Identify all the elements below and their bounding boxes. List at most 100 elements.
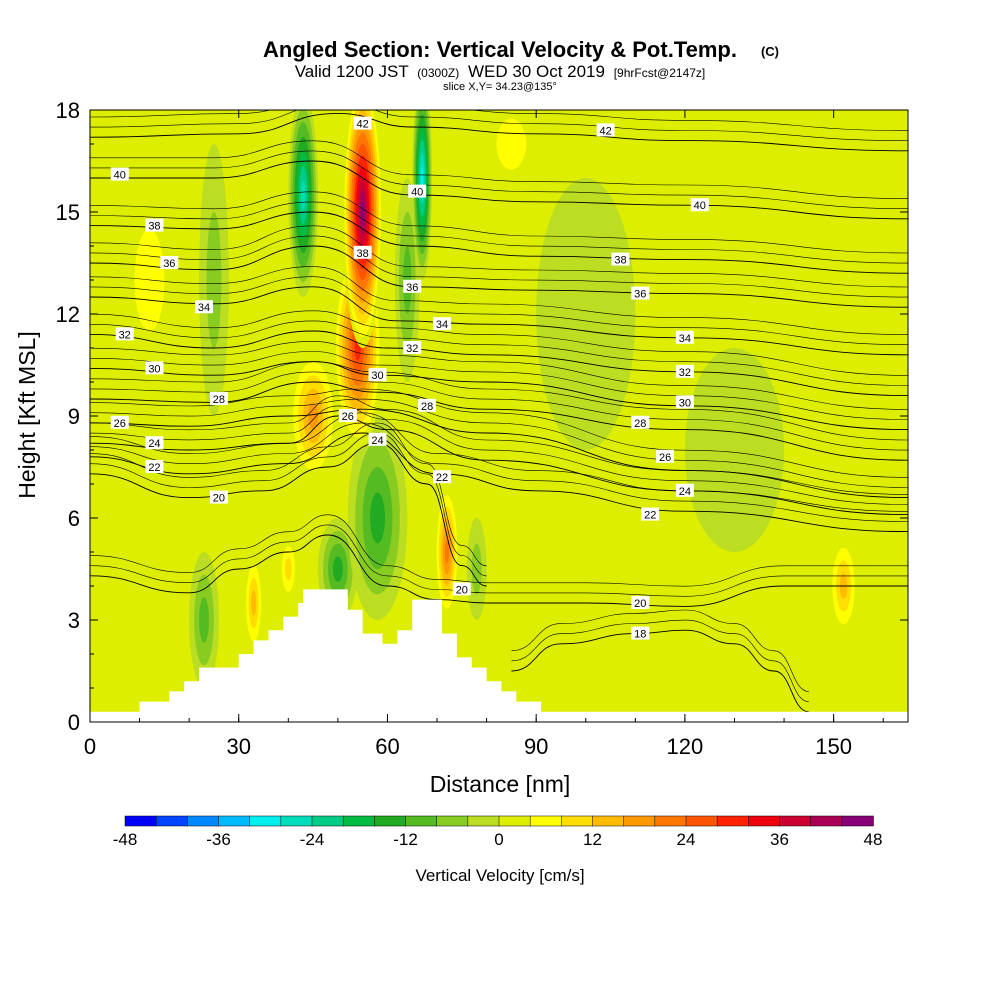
contour-theta-40	[90, 160, 908, 220]
chart-subtitle: Valid 1200 JST (0300Z) WED 30 Oct 2019 […	[295, 62, 706, 81]
contour-label: 26	[656, 449, 675, 464]
contour-label-box	[209, 392, 228, 405]
contour-label-text: 30	[148, 363, 160, 375]
colorbar-swatch	[280, 815, 313, 827]
contour-label: 30	[368, 368, 387, 382]
velocity-level	[749, 110, 869, 314]
contour-theta-22	[90, 432, 908, 533]
colorbar-swatch	[748, 815, 781, 827]
x-axis: 0 30 60 90 120 150	[84, 110, 884, 759]
contour-label: 26	[110, 415, 129, 430]
colorbar-swatch	[561, 815, 594, 827]
velocity-feature	[412, 110, 433, 280]
contour-label-text: 38	[357, 248, 369, 260]
velocity-level	[332, 556, 343, 582]
contour-theta-minor	[90, 310, 908, 376]
contour-label-text: 24	[679, 486, 691, 498]
contour-label-box	[110, 167, 129, 181]
contour-label-text: 32	[406, 343, 418, 355]
subtitle-forecast: [9hrFcst@2147z]	[614, 66, 706, 80]
contour-label-box	[353, 245, 372, 259]
contour-theta-minor	[90, 398, 908, 488]
colorbar-tick-label: 24	[677, 830, 696, 849]
velocity-level	[206, 212, 222, 348]
y-axis-label: Height [Kft MSL]	[14, 331, 40, 498]
contour-label: 30	[145, 361, 164, 375]
contour-theta-38	[90, 211, 908, 274]
contour-theta-minor	[511, 609, 809, 692]
contour-label-text: 20	[634, 598, 646, 610]
contour-theta-minor	[90, 388, 908, 478]
contour-label-box	[195, 300, 214, 314]
contour-label-text: 20	[456, 584, 468, 596]
contour-label: 22	[145, 460, 164, 474]
colorbar-swatch	[592, 815, 625, 827]
contour-label-box	[675, 364, 694, 378]
contour-label-box	[368, 432, 387, 446]
contour-label: 26	[338, 409, 357, 423]
colorbar-tick-label: 36	[770, 830, 789, 849]
contour-label-box	[675, 395, 694, 409]
contour-label-box	[145, 460, 164, 473]
contour-label-box	[145, 361, 164, 375]
contour-label: 28	[209, 392, 228, 406]
contour-label-text: 18	[634, 629, 646, 641]
colorbar-tick-label: -36	[206, 830, 231, 849]
contour-label-box	[160, 256, 179, 269]
contour-label-box	[403, 279, 422, 293]
contour-label-box	[418, 398, 437, 412]
contour-theta-minor	[90, 412, 908, 512]
contour-theta-32	[90, 330, 908, 397]
contour-label: 30	[675, 395, 694, 409]
x-tick-label: 150	[815, 734, 852, 759]
contour-label: 32	[675, 364, 694, 379]
contour-label: 36	[160, 256, 179, 270]
contour-theta-minor	[90, 276, 908, 346]
contour-label-text: 26	[114, 418, 126, 430]
contour-label: 22	[641, 507, 660, 522]
contour-label-text: 38	[614, 255, 626, 267]
contour-label: 34	[432, 317, 451, 331]
y-tick-label: 6	[68, 506, 80, 531]
colorbar-tick-label: 12	[583, 830, 602, 849]
velocity-feature	[278, 535, 299, 603]
x-tick-label: 60	[375, 734, 399, 759]
velocity-feature	[288, 348, 338, 484]
x-tick-label: 0	[84, 734, 96, 759]
contour-label-box	[432, 470, 451, 484]
colorbar-tick-label: 48	[864, 830, 883, 849]
chart-title: Angled Section: Vertical Velocity & Pot.…	[263, 37, 737, 62]
contour-label-text: 20	[213, 493, 225, 505]
contour-label-box	[631, 415, 650, 429]
x-tick-label: 90	[524, 734, 548, 759]
colorbar-title: Vertical Velocity [cm/s]	[415, 866, 584, 885]
colorbar-swatch	[249, 815, 282, 827]
colorbar-swatch	[374, 815, 407, 827]
contour-label: 38	[611, 252, 630, 267]
contour-label-text: 28	[213, 394, 225, 406]
contour-theta-minor	[90, 422, 487, 567]
colorbar-swatch	[654, 815, 687, 827]
x-tick-label: 30	[226, 734, 250, 759]
contour-label-text: 24	[371, 435, 383, 447]
contour-theta-minor	[90, 514, 908, 587]
colorbar-tick-label: -24	[300, 830, 325, 849]
y-tick-label: 18	[56, 98, 80, 123]
contour-theta-18	[511, 629, 809, 713]
contour-label: 28	[418, 398, 437, 413]
contour-label-text: 22	[436, 472, 448, 484]
colorbar-swatch	[841, 815, 874, 827]
terrain-fill	[90, 589, 908, 722]
contour-label-box	[656, 449, 675, 463]
contour-label-box	[690, 198, 709, 212]
colorbar-swatch	[685, 815, 718, 827]
contour-theta-42	[90, 112, 908, 152]
contour-theta-20	[90, 442, 487, 587]
velocity-level	[199, 597, 209, 643]
contour-label-text: 42	[357, 119, 369, 131]
colorbar-swatch	[405, 815, 438, 827]
slice-info: slice X,Y= 34.23@135°	[443, 81, 557, 93]
contour-label: 28	[631, 415, 650, 430]
contour-label-text: 40	[694, 200, 706, 212]
